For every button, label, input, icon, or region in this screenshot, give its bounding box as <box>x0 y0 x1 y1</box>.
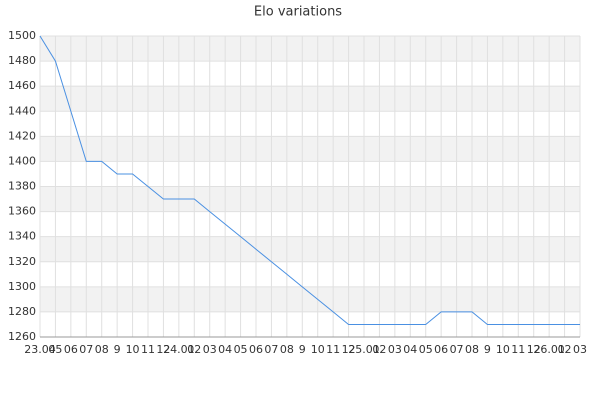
x-tick-label: 08 <box>95 343 109 356</box>
chart-title: Elo variations <box>254 5 342 20</box>
x-tick-label: 03 <box>573 343 587 356</box>
x-tick-label: 07 <box>79 343 93 356</box>
x-tick-label: 07 <box>264 343 278 356</box>
line <box>39 35 580 325</box>
y-tick-label: 1280 <box>8 305 36 318</box>
y-tick-label: 1460 <box>8 79 36 92</box>
x-tick-label: 06 <box>64 343 78 356</box>
x-tick-label: 9 <box>484 343 491 356</box>
x-tick-label: 07 <box>450 343 464 356</box>
x-tick-label: 10 <box>126 343 140 356</box>
x-tick-label: 04 <box>218 343 232 356</box>
y-tick-label: 1500 <box>8 29 36 42</box>
x-tick-label: 06 <box>249 343 263 356</box>
x-tick-label: 03 <box>388 343 402 356</box>
x-tick-label: 23.04 <box>24 343 56 356</box>
x-tick-label: 9 <box>299 343 306 356</box>
x-tick-label: 10 <box>496 343 510 356</box>
grid-band <box>40 136 580 162</box>
x-tick-label: 9 <box>114 343 121 356</box>
x-tick-label: 08 <box>280 343 294 356</box>
y-tick-label: 1380 <box>8 180 36 193</box>
x-tick-label: 05 <box>419 343 433 356</box>
x-tick-label: 11 <box>511 343 525 356</box>
grid-band <box>40 286 580 312</box>
grid-band <box>40 36 580 62</box>
y-tick-label: 1420 <box>8 129 36 142</box>
x-tick-label: 03 <box>203 343 217 356</box>
x-tick-label: 12 <box>527 343 541 356</box>
x-tick-label: 02 <box>187 343 201 356</box>
x-tick-label: 25.01 <box>348 343 380 356</box>
x-tick-label: 11 <box>141 343 155 356</box>
grid-band <box>40 186 580 212</box>
x-tick-label: 10 <box>311 343 325 356</box>
y-tick-label: 1340 <box>8 230 36 243</box>
y-tick-label: 1400 <box>8 154 36 167</box>
x-tick-label: 02 <box>558 343 572 356</box>
x-tick-label: 11 <box>326 343 340 356</box>
x-tick-label: 26.01 <box>533 343 565 356</box>
x-tick-label: 04 <box>403 343 417 356</box>
y-tick-label: 1320 <box>8 255 36 268</box>
x-tick-label: 05 <box>48 343 62 356</box>
x-tick-label: 12 <box>156 343 170 356</box>
x-tick-label: 24.01 <box>163 343 195 356</box>
x-tick-label: 06 <box>434 343 448 356</box>
y-tick-label: 1260 <box>8 330 36 343</box>
y-tick-label: 1300 <box>8 280 36 293</box>
grid-band <box>40 236 580 262</box>
x-tick-label: 05 <box>234 343 248 356</box>
x-tick-label: 08 <box>465 343 479 356</box>
grid-band <box>40 86 580 112</box>
x-tick-label: 02 <box>372 343 386 356</box>
y-tick-label: 1440 <box>8 104 36 117</box>
y-tick-label: 1480 <box>8 54 36 67</box>
y-tick-label: 1360 <box>8 205 36 218</box>
x-tick-label: 12 <box>342 343 356 356</box>
